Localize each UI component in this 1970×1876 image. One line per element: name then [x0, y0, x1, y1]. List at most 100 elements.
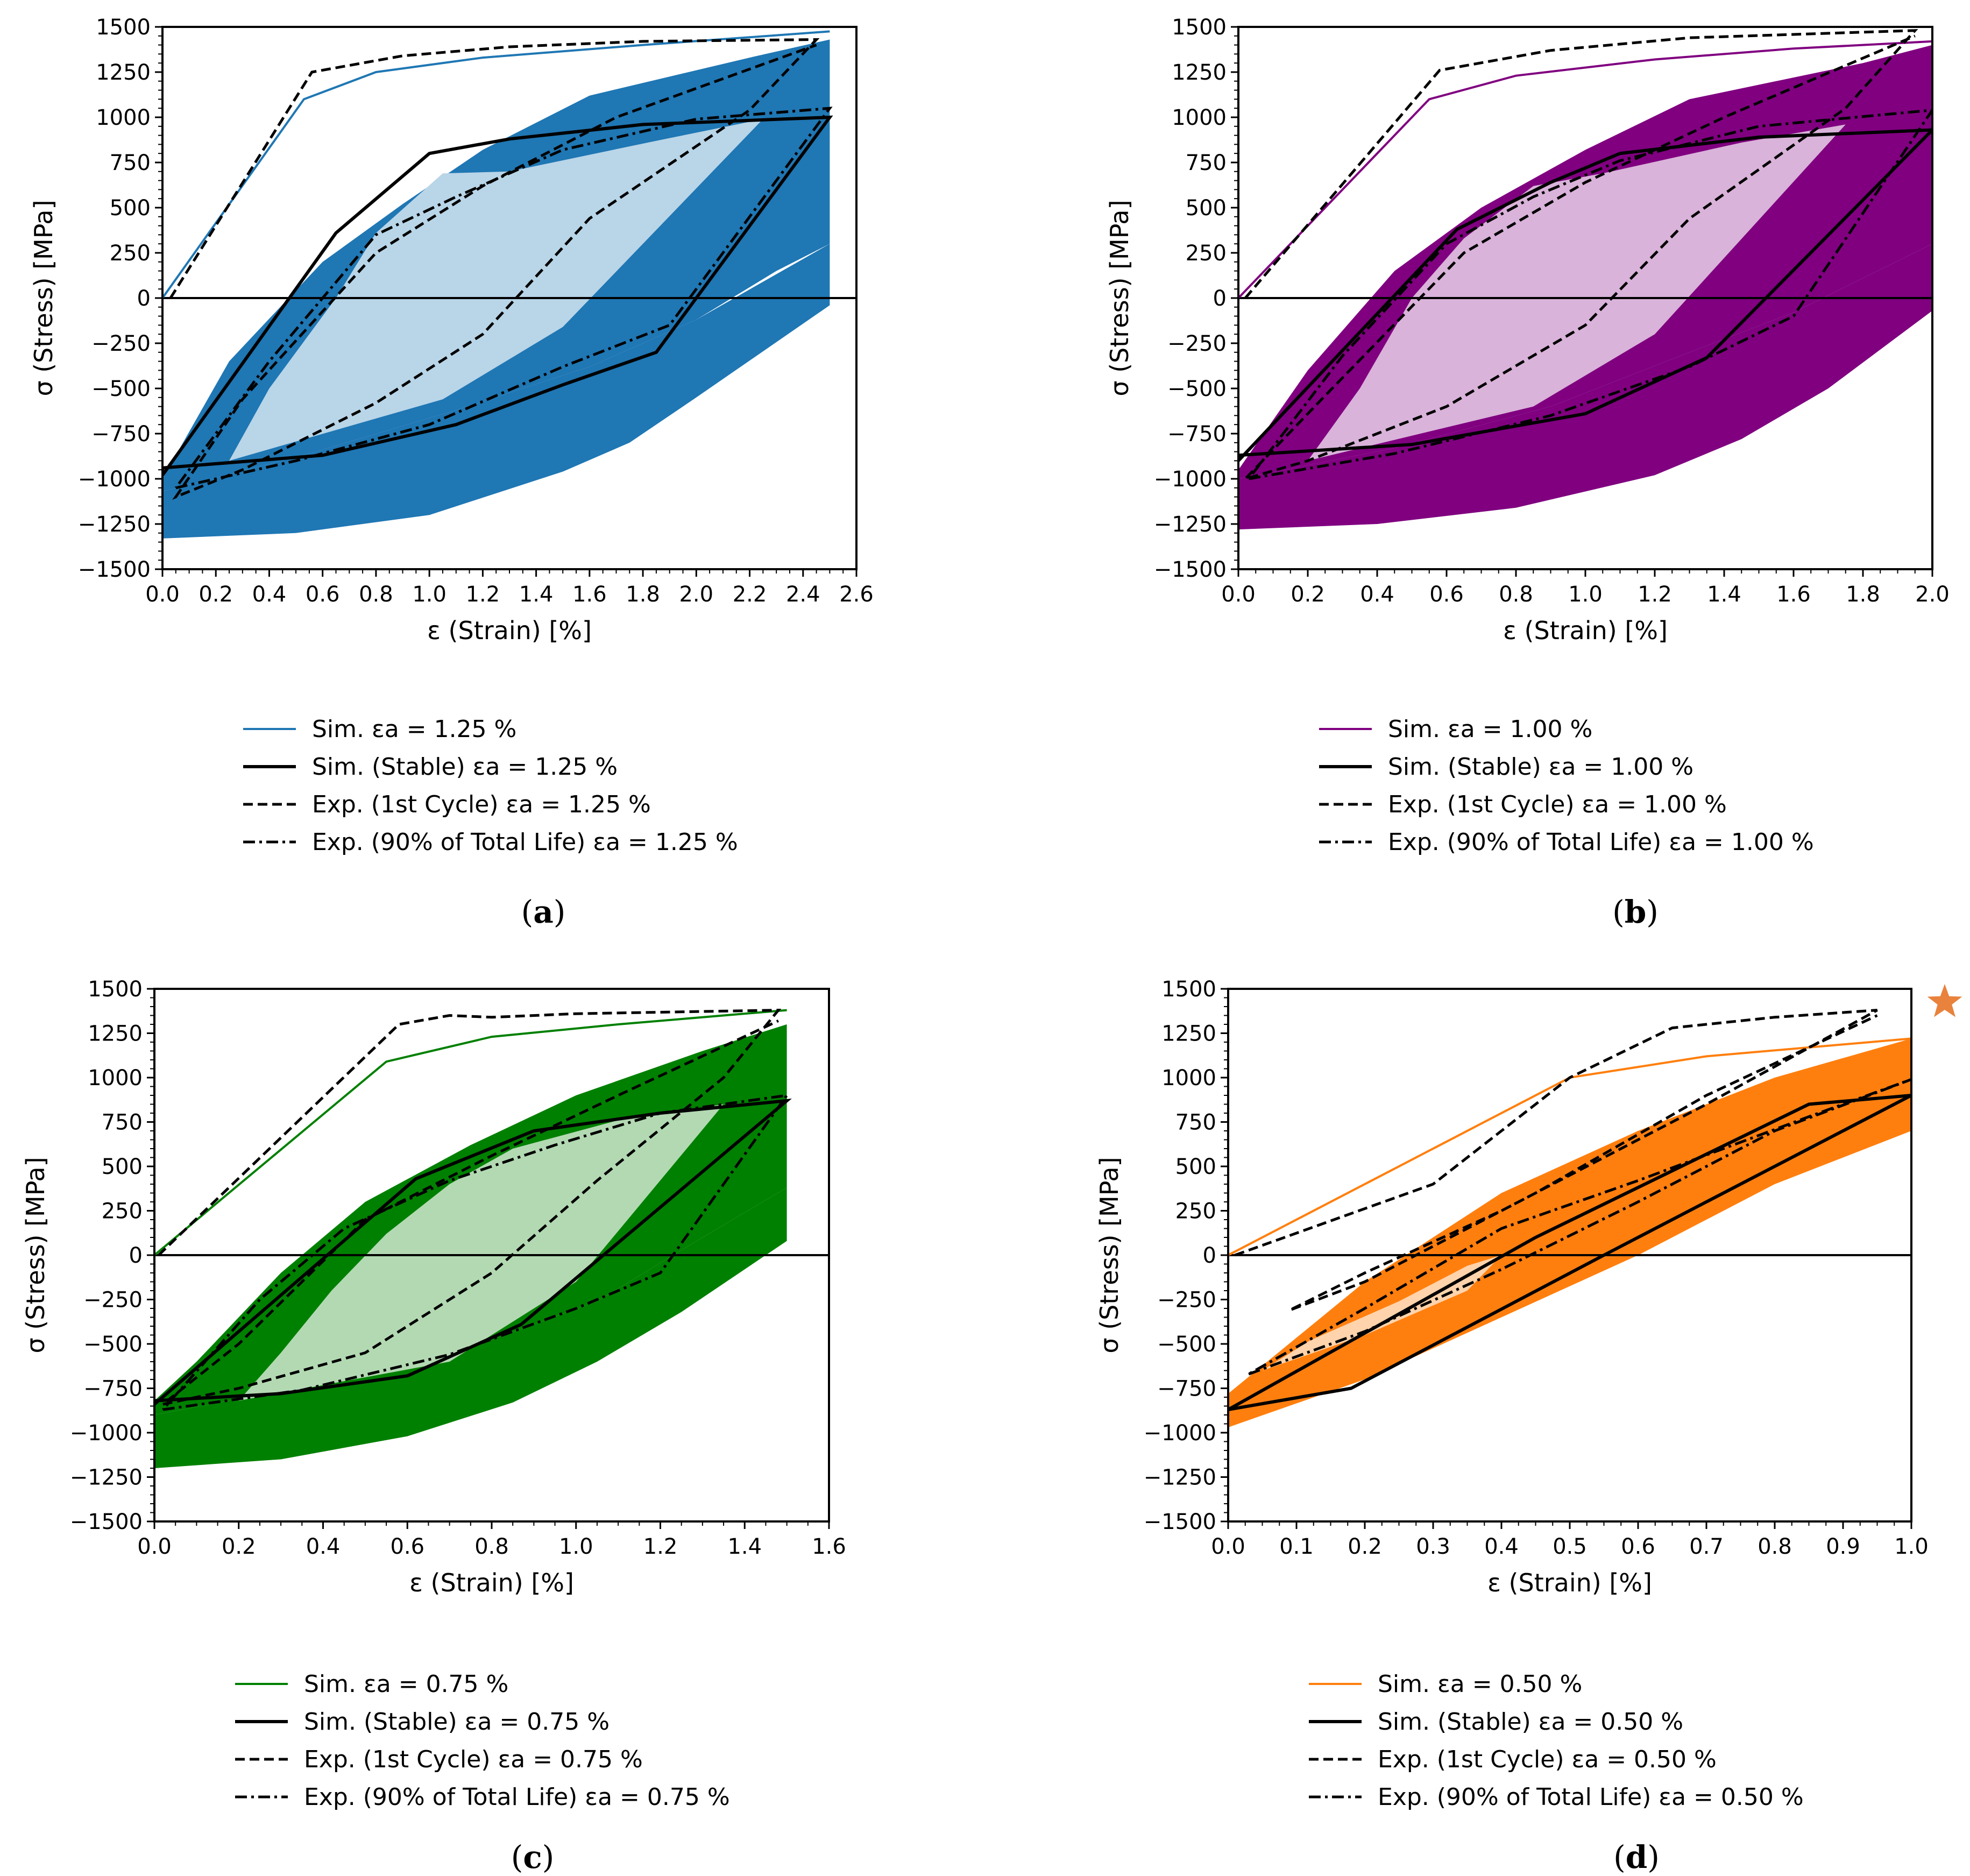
x-tick-label: 0.6	[306, 582, 340, 607]
x-tick-label: 1.4	[727, 1534, 762, 1559]
y-tick-label: 250	[110, 241, 151, 266]
y-tick-label: 1500	[88, 977, 143, 1002]
y-tick-label: 250	[102, 1199, 143, 1224]
exp-90-life-line	[174, 107, 833, 490]
x-tick-label: 0.0	[1211, 1534, 1245, 1559]
y-tick-label: 1000	[88, 1066, 143, 1091]
legend-exp-90-life-label: Exp. (90% of Total Life) εa = 1.25 %	[312, 829, 738, 856]
y-tick-label: 250	[1175, 1199, 1216, 1224]
legend-sim-stable-label: Sim. (Stable) εa = 0.75 %	[304, 1708, 610, 1736]
y-tick-label: 250	[1186, 241, 1227, 266]
y-tick-label: 500	[1175, 1155, 1216, 1179]
x-tick-label: 0.8	[474, 1534, 509, 1559]
y-tick-label: −750	[1167, 422, 1227, 447]
x-tick-label: 0.6	[390, 1534, 424, 1559]
y-tick-label: 1500	[1161, 977, 1216, 1002]
sim-line	[162, 30, 830, 299]
y-tick-label: 750	[102, 1110, 143, 1135]
y-tick-label: 500	[1186, 196, 1227, 221]
sim-stable-line	[1228, 1094, 1911, 1412]
exp-first-cycle-line	[1234, 1009, 1878, 1312]
x-tick-label: 1.0	[559, 1534, 593, 1559]
y-axis-label: σ (Stress) [MPa]	[1095, 1157, 1124, 1353]
sim-line	[1228, 1037, 1911, 1256]
panel-caption: (b)	[1612, 894, 1659, 930]
sim-cycle-band-lower	[154, 1187, 787, 1468]
panel-b: 0.0 0.2 0.4 0.6 0.8 1.0 1.2 1.4 1.6 1.8 2.0 1500 125…	[1105, 15, 1950, 930]
legend-exp-90-life-label: Exp. (90% of Total Life) εa = 1.00 %	[1388, 829, 1814, 856]
plot-area	[162, 30, 856, 539]
sim-stable-line	[154, 1098, 792, 1407]
exp-90-life-line	[1248, 109, 1932, 480]
y-tick-label: 1500	[96, 15, 151, 40]
legend-sim-label: Sim. εa = 1.00 %	[1388, 716, 1592, 743]
x-tick-label: 2.6	[839, 582, 874, 607]
legend-exp-90-life-label: Exp. (90% of Total Life) εa = 0.75 %	[304, 1783, 730, 1811]
x-tick-label: 1.0	[1894, 1534, 1929, 1559]
x-tick-label: 1.6	[1776, 582, 1811, 607]
y-tick-label: −500	[83, 1332, 143, 1357]
x-tick-label: 0.8	[1499, 582, 1533, 607]
x-axis-label: ε (Strain) [%]	[1487, 1568, 1652, 1597]
x-tick-label: 0.4	[1484, 1534, 1519, 1559]
x-tick-label: 2.0	[679, 582, 713, 607]
x-tick-label: 1.8	[1846, 582, 1880, 607]
plot-area	[1228, 1009, 1911, 1428]
panel-caption: (a)	[521, 894, 566, 930]
sim-cycle-band	[1228, 1038, 1911, 1428]
x-tick-label: 0.6	[1621, 1534, 1655, 1559]
sim-line	[154, 1009, 787, 1256]
x-tick-label: 0.2	[1348, 1534, 1382, 1559]
x-tick-label: 1.8	[626, 582, 660, 607]
x-tick-label: 1.2	[643, 1534, 678, 1559]
x-tick-label: 0.5	[1553, 1534, 1587, 1559]
y-tick-label: 0	[137, 286, 151, 311]
y-tick-label: −250	[83, 1288, 143, 1313]
x-axis-label: ε (Strain) [%]	[1503, 616, 1668, 645]
y-tick-label: 1000	[1172, 105, 1227, 130]
y-tick-label: −1500	[70, 1510, 143, 1534]
y-tick-label: −250	[1157, 1288, 1216, 1313]
x-tick-label: 0.4	[1360, 582, 1394, 607]
sim-cycle-band-lower	[1238, 244, 1932, 530]
x-tick-label: 0.7	[1689, 1534, 1724, 1559]
x-tick-label: 1.4	[1707, 582, 1741, 607]
x-tick-label: 0.6	[1429, 582, 1464, 607]
x-tick-label: 1.2	[466, 582, 500, 607]
y-tick-label: −1500	[1144, 1510, 1216, 1534]
x-tick-label: 0.2	[1291, 582, 1325, 607]
x-tick-label: 1.0	[412, 582, 447, 607]
star-icon-shape	[1927, 984, 1962, 1017]
panel-d: 0.0 0.1 0.2 0.3 0.4 0.5 0.6 0.7 0.8 0.9 1.0 1500 125…	[1095, 977, 1929, 1875]
x-tick-label: 1.0	[1568, 582, 1603, 607]
y-tick-label: 750	[1175, 1110, 1216, 1135]
exp-90-life-line	[161, 1093, 790, 1411]
x-tick-label: 0.8	[1758, 1534, 1792, 1559]
sim-stable-line	[1238, 128, 1932, 463]
x-tick-label: 0.8	[359, 582, 393, 607]
sim-line	[1238, 40, 1932, 299]
y-tick-label: 500	[102, 1155, 143, 1179]
y-tick-label: −1000	[78, 467, 151, 492]
legend-sim-stable-label: Sim. (Stable) εa = 0.50 %	[1378, 1708, 1683, 1736]
legend-sim-label: Sim. εa = 0.75 %	[304, 1670, 508, 1698]
x-axis-label: ε (Strain) [%]	[427, 616, 592, 645]
sim-cycle-inner-region	[1308, 124, 1846, 461]
y-tick-label: −1250	[1144, 1466, 1216, 1490]
y-axis-label: σ (Stress) [MPa]	[21, 1157, 50, 1353]
legend-sim-label: Sim. εa = 1.25 %	[312, 716, 516, 743]
y-tick-label: −1500	[1154, 557, 1227, 582]
star-icon	[1927, 984, 1962, 1017]
x-tick-label: 1.6	[572, 582, 607, 607]
y-tick-label: −1000	[70, 1421, 143, 1446]
y-axis-label: σ (Stress) [MPa]	[29, 200, 58, 396]
legend-sim-stable-label: Sim. (Stable) εa = 1.25 %	[312, 753, 618, 781]
x-tick-label: 0.4	[306, 1534, 341, 1559]
y-axis-label: σ (Stress) [MPa]	[1105, 200, 1134, 396]
x-tick-label: 0.3	[1416, 1534, 1450, 1559]
y-tick-label: 500	[110, 196, 151, 221]
plot-area	[154, 1009, 829, 1468]
y-tick-label: 1000	[1161, 1066, 1216, 1091]
x-tick-label: 0.9	[1826, 1534, 1860, 1559]
